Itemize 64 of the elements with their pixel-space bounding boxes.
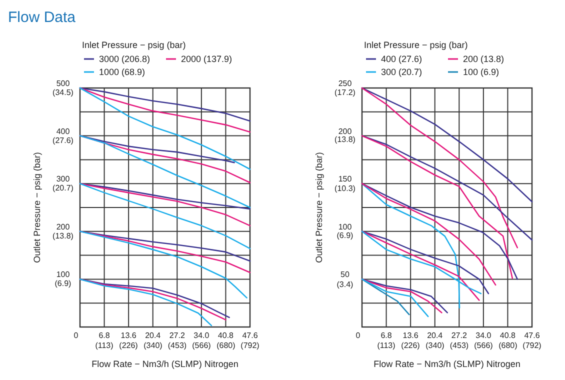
x2-tick-label: (226) (119, 341, 138, 350)
x2-tick-label: (792) (522, 341, 542, 350)
x2-tick-label: (680) (498, 341, 518, 350)
x-tick-label: 47.6 (524, 331, 540, 340)
legend-label: 1000 (68.9) (99, 67, 146, 77)
y-tick-label: 250 (338, 79, 352, 88)
x-tick-label: 0 (356, 331, 361, 340)
x2-tick-label: (453) (168, 341, 187, 350)
x2-tick-label: (453) (450, 341, 469, 350)
legend-label: 400 (27.6) (381, 54, 422, 64)
x2-tick-label: (566) (474, 341, 494, 350)
legend-title: Inlet Pressure − psig (bar) (364, 40, 468, 50)
x-tick-label: 27.2 (451, 331, 468, 340)
y-tick-label: 400 (56, 126, 70, 136)
legend-label: 100 (6.9) (463, 67, 500, 77)
x-tick-label: 20.4 (427, 331, 444, 340)
y2-tick-label: (27.6) (52, 136, 74, 145)
x2-tick-label: (113) (377, 341, 396, 350)
y2-tick-label: (34.5) (52, 88, 74, 97)
y2-tick-label: (6.9) (54, 279, 72, 288)
y2-tick-label: (20.7) (52, 184, 74, 193)
legend-label: 300 (20.7) (381, 67, 422, 77)
y2-tick-label: (13.8) (52, 231, 74, 240)
x-tick-label: 47.6 (242, 331, 258, 340)
x2-tick-label: (680) (216, 341, 236, 350)
y-tick-label: 300 (56, 174, 70, 184)
y2-tick-label: (3.4) (336, 280, 354, 289)
x2-tick-label: (113) (95, 341, 114, 350)
x-tick-label: 20.4 (145, 331, 162, 340)
x-tick-label: 13.6 (120, 331, 137, 340)
legend-title: Inlet Pressure − psig (bar) (82, 40, 186, 50)
x-tick-label: 13.6 (402, 331, 419, 340)
legend-label: 2000 (137.9) (181, 54, 232, 64)
y-tick-label: 50 (340, 270, 350, 280)
y2-tick-label: (10.3) (334, 184, 356, 193)
x-tick-label: 6.8 (380, 331, 392, 340)
y-tick-label: 200 (338, 126, 352, 136)
y2-tick-label: (6.9) (336, 231, 354, 240)
x-tick-label: 0 (74, 331, 79, 340)
x-tick-label: 6.8 (98, 331, 110, 340)
y2-tick-label: (17.2) (334, 88, 356, 97)
x2-tick-label: (340) (144, 341, 163, 350)
x2-tick-label: (792) (240, 341, 260, 350)
y2-axis-title: Outlet Pressure − psig (bar) (314, 152, 324, 263)
y2-tick-label: (13.8) (334, 135, 356, 144)
chart-title: Flow Data (8, 9, 76, 26)
x2-tick-label: (340) (426, 341, 445, 350)
x2-tick-label: (566) (192, 341, 212, 350)
y-tick-label: 100 (56, 270, 70, 280)
x-tick-label: 34.0 (476, 331, 492, 340)
x-tick-label: 34.0 (194, 331, 210, 340)
y-tick-label: 200 (56, 222, 70, 232)
x-axis-title: Flow Rate − Nm3/h (SLMP) Nitrogen (92, 359, 238, 369)
legend-label: 3000 (206.8) (99, 54, 150, 64)
x2-tick-label: (226) (401, 341, 420, 350)
y2-axis-title: Outlet Pressure − psig (bar) (32, 152, 42, 263)
y-tick-label: 100 (338, 222, 352, 232)
y-tick-label: 500 (56, 79, 70, 88)
x-tick-label: 40.8 (500, 331, 516, 340)
legend-label: 200 (13.8) (463, 54, 504, 64)
x-axis-title: Flow Rate − Nm3/h (SLMP) Nitrogen (374, 359, 520, 369)
x-tick-label: 40.8 (218, 331, 234, 340)
x-tick-label: 27.2 (169, 331, 186, 340)
y-tick-label: 150 (338, 174, 352, 184)
